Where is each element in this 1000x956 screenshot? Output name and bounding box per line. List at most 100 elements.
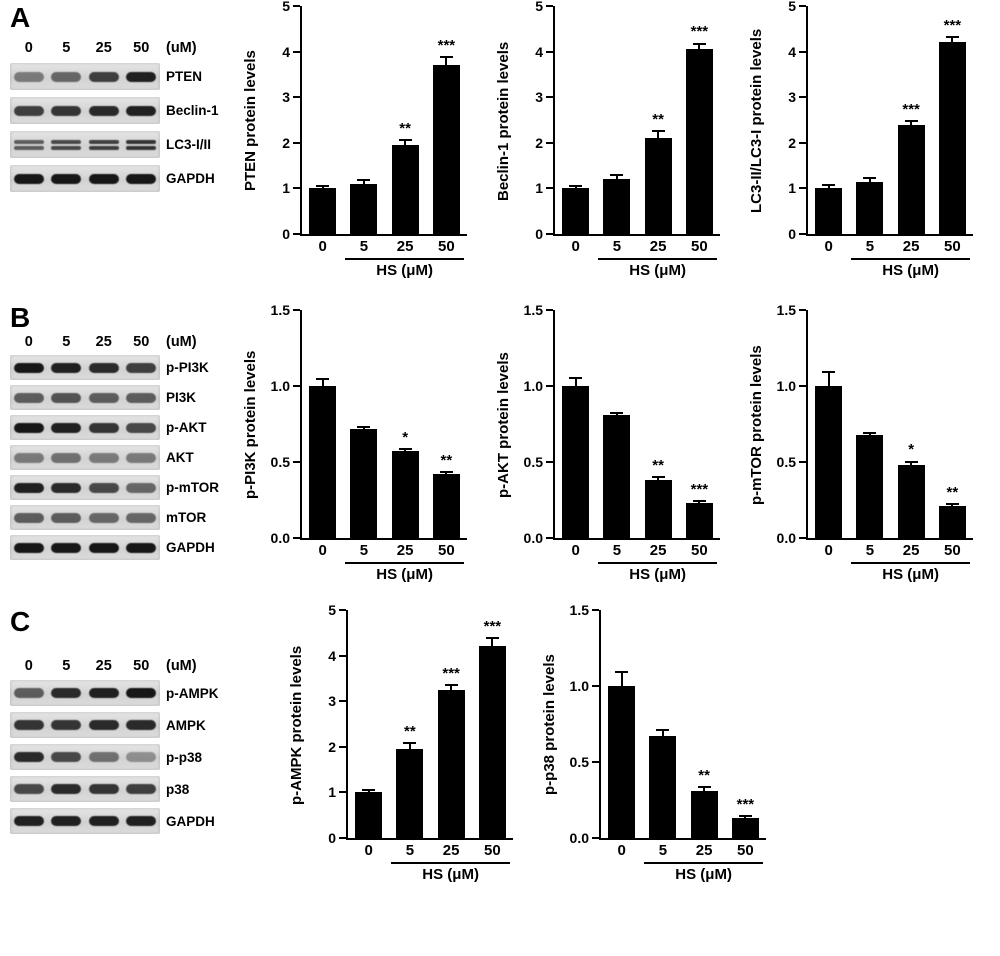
hs-bracket-line	[851, 562, 970, 564]
y-tick-mark	[293, 385, 300, 387]
y-tick-mark	[293, 309, 300, 311]
error-bar	[945, 35, 959, 50]
y-tick-mark	[546, 50, 553, 53]
x-axis-area: 0 5 25 50 HS (μM)	[555, 236, 720, 288]
blot-row: GAPDH	[10, 165, 242, 192]
y-axis: 0 1 2 3 4 5	[306, 603, 346, 845]
plot-area: ** ***	[553, 310, 720, 540]
blot-band	[13, 512, 44, 523]
blot-band	[51, 173, 82, 184]
blot-row-label: PTEN	[166, 69, 203, 84]
hs-bracket-line	[644, 862, 763, 864]
y-tick-mark	[592, 837, 599, 839]
y-tick: 2	[282, 136, 300, 150]
band-mark	[13, 139, 44, 144]
blot-dose-label: 5	[62, 658, 71, 674]
y-tick-label: 1.5	[776, 302, 796, 318]
y-tick-mark	[546, 187, 553, 190]
blot-band	[13, 720, 44, 730]
band-mark	[51, 71, 82, 82]
x-axis-area: 0 5 25 50 HS (μM)	[808, 236, 973, 288]
x-axis-label: HS (μM)	[376, 566, 433, 583]
blot-band	[13, 105, 44, 116]
band-mark	[88, 139, 119, 144]
bar	[603, 179, 631, 234]
x-axis-area: 0 5 25 50 HS (μM)	[808, 540, 973, 592]
band-mark	[51, 422, 82, 433]
y-tick-mark	[339, 654, 346, 657]
y-tick-mark	[339, 837, 346, 839]
y-tick: 2	[788, 136, 806, 150]
x-tick-label: 5	[658, 842, 668, 859]
error-bar-line	[868, 433, 871, 436]
x-tick-label: 5	[359, 542, 369, 559]
bar	[432, 474, 460, 538]
bar	[731, 818, 759, 838]
y-tick: 0.5	[524, 455, 553, 469]
blot-band-box	[10, 808, 160, 834]
blot-band	[51, 752, 82, 762]
y-tick-label: 0	[282, 226, 290, 242]
bar	[815, 386, 843, 538]
blot-dose-header: 0 5 25 50 (uM)	[10, 40, 197, 56]
blot-band	[51, 71, 82, 82]
plot-area: *** ***	[806, 6, 973, 236]
y-tick: 5	[535, 0, 553, 13]
blot-dose-label: 50	[133, 334, 150, 350]
y-tick-label: 1.5	[569, 602, 589, 618]
bar	[938, 506, 966, 538]
error-bar-line	[445, 473, 448, 476]
y-tick: 3	[535, 90, 553, 104]
bar	[644, 480, 672, 538]
y-tick: 1.5	[777, 303, 806, 317]
band-mark	[88, 688, 119, 698]
error-bar-line	[744, 817, 747, 820]
x-axis-area: 0 5 25 50 HS (μM)	[302, 236, 467, 288]
blot-band	[13, 362, 44, 373]
significance-stars: **	[652, 456, 664, 474]
blot-dose-unit: (uM)	[166, 658, 197, 674]
y-axis-title: Beclin-1 protein levels	[495, 41, 512, 201]
significance-stars: ***	[690, 23, 709, 41]
error-bar	[439, 471, 453, 478]
blot-row-label: p-AMPK	[166, 685, 219, 701]
y-tick-mark	[293, 141, 300, 144]
y-tick: 5	[328, 603, 346, 617]
y-tick-mark	[546, 309, 553, 311]
error-bar	[439, 56, 453, 75]
x-axis-label: HS (μM)	[629, 566, 686, 583]
bar	[897, 465, 925, 538]
x-axis-area: 0 5 25 50 HS (μM)	[348, 840, 513, 892]
blot-row-label: AKT	[166, 450, 194, 465]
blot-row: Beclin-1	[10, 97, 242, 124]
blot-row-label: GAPDH	[166, 540, 215, 555]
blot-band	[88, 512, 119, 523]
bar	[432, 65, 460, 234]
y-tick-label: 3	[282, 89, 290, 106]
blot-band	[88, 688, 119, 698]
band-mark	[88, 145, 119, 150]
band-mark	[126, 452, 157, 463]
blot-band-box	[10, 385, 160, 410]
error-bar-line	[362, 181, 365, 187]
blot-band	[126, 105, 157, 116]
y-tick-label: 3	[328, 693, 336, 710]
band-mark	[51, 452, 82, 463]
x-tick-label: 25	[902, 542, 920, 559]
y-tick-label: 5	[535, 0, 543, 14]
y-tick: 2	[328, 740, 346, 754]
bar	[608, 686, 636, 838]
y-tick: 1.0	[271, 379, 300, 393]
blot-dose-header: 0 5 25 50 (uM)	[10, 334, 197, 350]
band-mark	[126, 512, 157, 523]
error-bar	[357, 425, 371, 432]
western-blot-panel-C: 0 5 25 50 (uM) p-AMPK AMPK p-p38 p38 GAPDH	[10, 658, 242, 892]
blot-row: AMPK	[10, 712, 242, 738]
plot-area: ** ***	[599, 610, 766, 840]
error-bar-line	[574, 378, 577, 394]
blot-band	[51, 422, 82, 433]
blot-band	[126, 422, 157, 433]
y-tick-label: 0	[535, 226, 543, 242]
band-mark	[88, 784, 119, 794]
error-bar	[569, 376, 583, 396]
